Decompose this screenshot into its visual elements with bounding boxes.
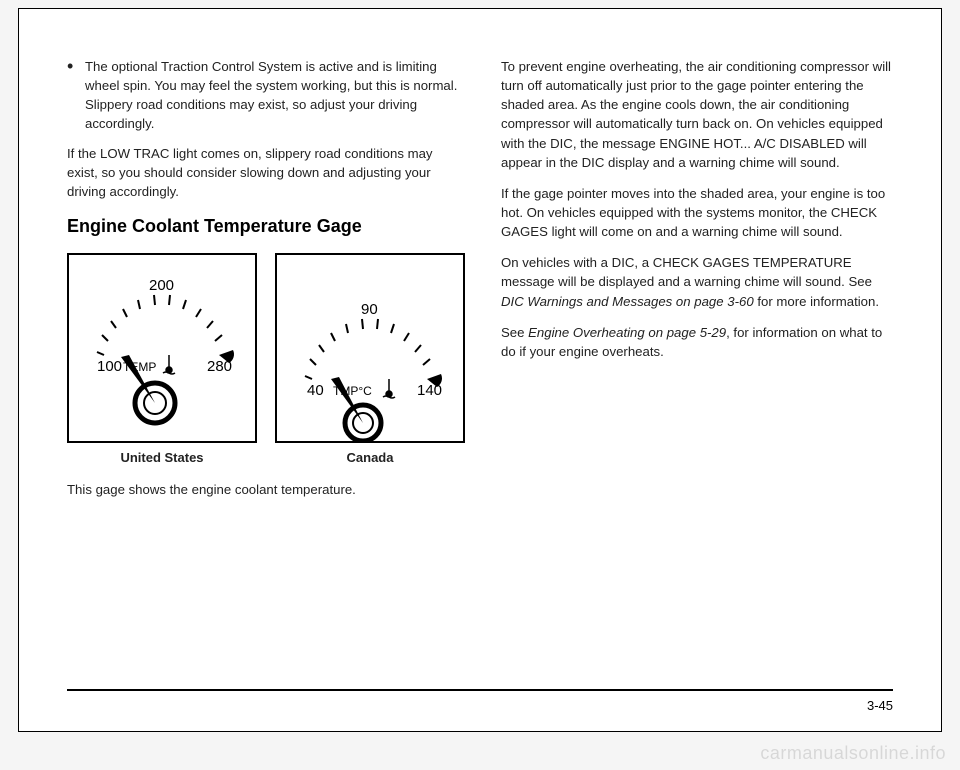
gauge-ca-svg: 40 90 140 TMP°C [277,255,463,441]
para3-text-c: for more information. [754,294,879,309]
gauge-us-box: 100 200 280 TEMP [67,253,257,443]
para3-link: DIC Warnings and Messages on page 3-60 [501,294,754,309]
footer-rule [67,689,893,691]
gauge-us-wrap: 100 200 280 TEMP [67,253,257,468]
low-trac-paragraph: If the LOW TRAC light comes on, slippery… [67,144,465,201]
bullet-text: The optional Traction Control System is … [85,57,465,134]
gauge-row: 100 200 280 TEMP [67,253,465,468]
gauge-us-svg: 100 200 280 TEMP [69,255,255,441]
overheat-para1: To prevent engine overheating, the air c… [501,57,893,172]
para4-link: Engine Overheating on page 5-29 [528,325,726,340]
right-column: To prevent engine overheating, the air c… [501,57,893,511]
watermark-text: carmanualsonline.info [760,743,946,764]
gauge-us-caption: United States [67,449,257,468]
gage-description: This gage shows the engine coolant tempe… [67,480,465,499]
left-column: • The optional Traction Control System i… [67,57,465,511]
manual-page: • The optional Traction Control System i… [18,8,942,732]
para4-text-a: See [501,325,528,340]
gauge-ca-wrap: 40 90 140 TMP°C [275,253,465,468]
gauge-ca-box: 40 90 140 TMP°C [275,253,465,443]
overheat-para3: On vehicles with a DIC, a CHECK GAGES TE… [501,253,893,310]
overheat-para2: If the gage pointer moves into the shade… [501,184,893,241]
bullet-dot-icon: • [67,57,85,134]
gauge-us-mid: 200 [149,277,174,294]
gauge-ca-mid: 90 [361,301,378,318]
gauge-us-low: 100 [97,358,122,375]
page-number: 3-45 [867,698,893,713]
thermometer-icon [383,379,395,398]
para3-text-a: On vehicles with a DIC, a CHECK GAGES TE… [501,255,872,289]
gauge-ca-caption: Canada [275,449,465,468]
gauge-ca-low: 40 [307,382,324,399]
section-heading: Engine Coolant Temperature Gage [67,213,465,239]
overheat-para4: See Engine Overheating on page 5-29, for… [501,323,893,361]
bullet-item: • The optional Traction Control System i… [67,57,465,134]
two-column-layout: • The optional Traction Control System i… [67,57,893,511]
thermometer-icon [163,355,175,374]
gauge-ca-high: 140 [417,382,442,399]
gauge-us-high: 280 [207,358,232,375]
